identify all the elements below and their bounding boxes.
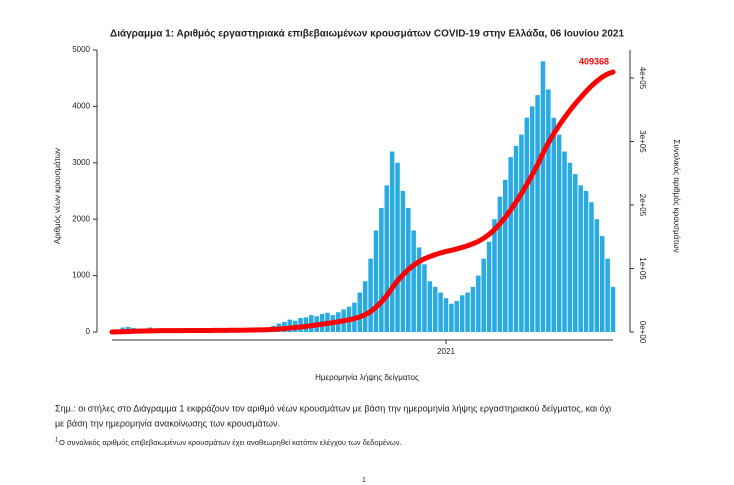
bar [379,207,384,332]
page-number: 1 [362,477,366,484]
data-label: 409368 [579,56,609,66]
bar [454,300,460,332]
y-tick-label: 3000 [72,158,90,167]
y2-tick-label: 3e+05 [638,130,647,153]
y-tick-label: 0 [86,327,91,336]
bar [432,286,438,332]
bar [567,162,573,332]
bar [486,241,492,332]
y2-axis-label: Συνολικός αριθμός κρουσμάτων [672,139,681,252]
bar [589,202,594,332]
x-tick-label: 2021 [437,347,455,356]
bar [357,292,363,332]
bar [513,145,519,332]
bar [395,162,400,332]
y2-tick-label: 1e+05 [638,257,647,280]
bar [400,191,406,332]
bar [449,303,454,332]
bar [497,196,503,332]
bar [562,151,567,332]
bar [476,275,481,332]
bar [578,185,583,332]
bar [422,264,427,332]
bar [416,247,422,332]
bar [384,185,390,332]
chart-title: Διάγραμμα 1: Αριθμός εργαστηριακά επιβεβ… [110,29,624,40]
bar [594,219,600,332]
footnote-marker: 1 [55,438,59,444]
bar [362,281,368,332]
bar [610,286,616,332]
bar [535,95,540,333]
bar [573,174,578,332]
y-tick-label: 1000 [72,271,90,280]
y-tick-label: 5000 [72,45,90,54]
bar [502,179,508,332]
bar [438,292,443,332]
bar [373,230,379,332]
bar [443,298,449,332]
bar [599,236,605,332]
bar [508,157,513,332]
x-axis-label: Ημερομηνία λήψης δείγματος [315,373,419,382]
bar [492,219,497,332]
note: Σημ.: οι στήλες στο Διάγραμμα 1 εκφράζου… [55,403,611,413]
y-axis-label: Αριθμός νέων κρουσμάτων [53,148,62,244]
bar [465,292,470,332]
bar [556,134,562,332]
bar [481,258,486,332]
bar [583,191,589,332]
y-tick-label: 2000 [72,214,90,223]
bar [470,286,476,332]
bar [546,89,551,332]
y2-tick-label: 4e+05 [638,67,647,90]
y2-tick-label: 0e+00 [638,321,647,344]
bar [519,134,524,332]
bar [605,258,610,332]
y2-tick-label: 2e+05 [638,194,647,217]
bar [368,258,373,332]
bar [427,281,433,332]
bar [459,295,465,332]
bar [529,106,535,333]
bar [551,117,557,333]
bar [411,230,416,332]
footnote: Ο συνολικός αριθμός επιβεβαιωμένων κρουσ… [59,438,402,447]
bar [540,61,546,332]
bar [389,151,395,332]
bar [524,117,530,333]
note: με βάση την ημερομηνία ανακοίνωσης των κ… [55,418,280,428]
y-tick-label: 4000 [72,102,90,111]
cumulative-line [109,69,616,335]
